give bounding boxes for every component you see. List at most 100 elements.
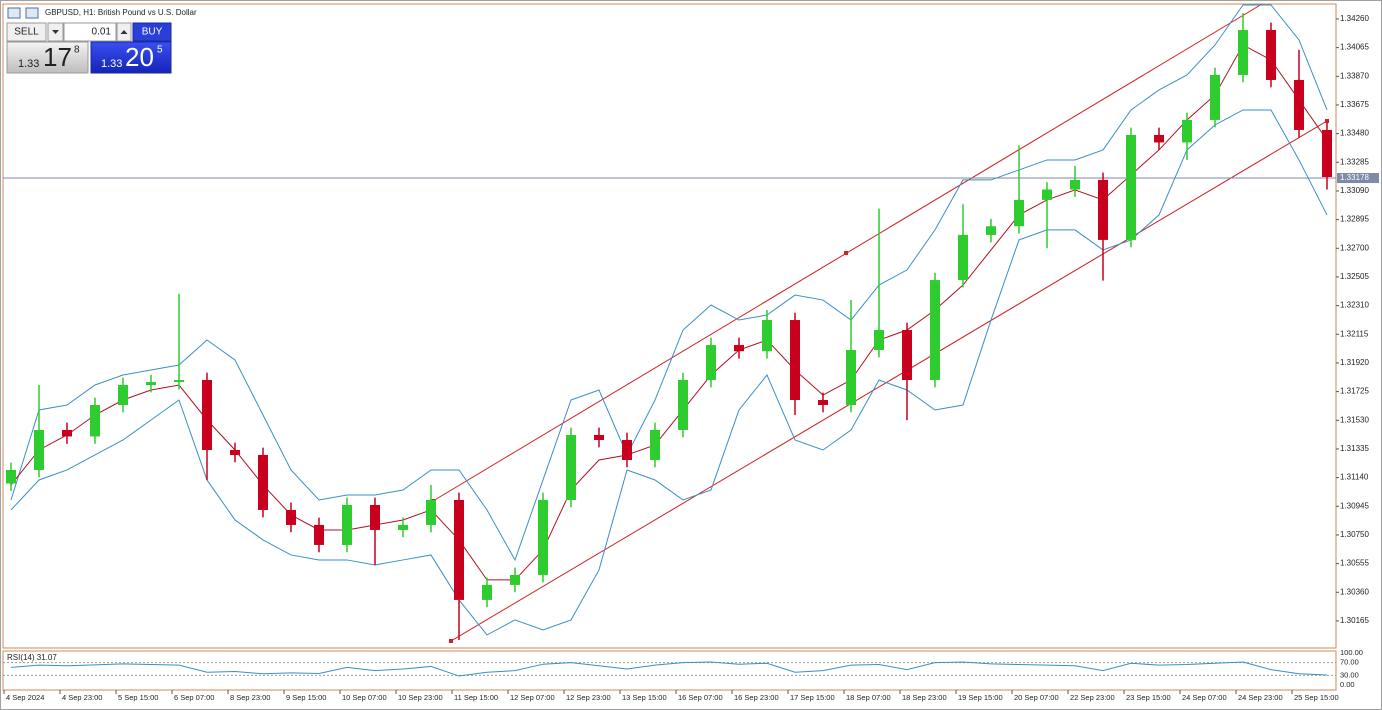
x-tick-label: 12 Sep 07:00 <box>510 693 555 702</box>
lot-input[interactable] <box>63 22 117 42</box>
x-tick-label: 6 Sep 07:00 <box>174 693 214 702</box>
bid-box[interactable] <box>6 41 89 74</box>
x-tick-label: 20 Sep 07:00 <box>1014 693 1059 702</box>
y-tick-label: 1.32895 <box>1340 215 1369 224</box>
ask-sup: 5 <box>157 45 163 56</box>
bid-sup: 8 <box>74 45 80 56</box>
y-tick-label: 1.33090 <box>1340 186 1369 195</box>
candle-body <box>790 320 800 401</box>
candle-body <box>202 380 212 450</box>
channel-handle[interactable] <box>1325 119 1329 123</box>
x-tick-label: 9 Sep 15:00 <box>286 693 326 702</box>
y-tick-label: 1.32310 <box>1340 301 1369 310</box>
symbol-bar: GBPUSD, H1: British Pound vs U.S. Dollar <box>7 7 197 19</box>
current-price-tag <box>1337 173 1379 184</box>
candle-body <box>510 574 520 585</box>
x-tick-label: 22 Sep 23:00 <box>1070 693 1115 702</box>
x-tick-label: 16 Sep 23:00 <box>734 693 779 702</box>
candle-body <box>650 429 660 460</box>
y-tick-label: 1.32700 <box>1340 243 1369 252</box>
y-tick-label: 1.33285 <box>1340 157 1369 166</box>
lot-value: 0.01 <box>92 27 112 38</box>
bid-main: 17 <box>43 42 72 72</box>
main-panel <box>2 3 1337 649</box>
buy-label: BUY <box>142 27 163 38</box>
x-tick-label: 23 Sep 15:00 <box>1126 693 1171 702</box>
candle-body <box>1182 119 1192 143</box>
x-tick-label: 4 Sep 2024 <box>6 693 44 702</box>
plot-layer: 1.342601.340651.338701.336751.334801.332… <box>3 4 1379 702</box>
x-tick-label: 18 Sep 23:00 <box>902 693 947 702</box>
candle-body <box>230 449 240 455</box>
x-tick-label: 5 Sep 15:00 <box>118 693 158 702</box>
x-tick-label: 4 Sep 23:00 <box>62 693 102 702</box>
ask-box[interactable] <box>90 41 172 74</box>
x-tick-label: 13 Sep 15:00 <box>622 693 667 702</box>
rsi-title: RSI(14) 31.07 <box>7 653 57 662</box>
candle-body <box>174 380 184 383</box>
channel-handle[interactable] <box>449 639 453 643</box>
y-tick-label: 1.31140 <box>1340 473 1369 482</box>
candle-body <box>538 499 548 575</box>
x-tick-label: 24 Sep 07:00 <box>1182 693 1227 702</box>
candle-body <box>594 434 604 440</box>
candle-body <box>1238 29 1248 75</box>
candle-body <box>482 584 492 600</box>
candle-body <box>426 499 436 525</box>
x-tick-label: 19 Sep 15:00 <box>958 693 1003 702</box>
candle-body <box>734 345 744 352</box>
x-tick-label: 16 Sep 07:00 <box>678 693 723 702</box>
x-tick-label: 11 Sep 15:00 <box>454 693 498 702</box>
candle-body <box>930 280 940 381</box>
candle-body <box>846 350 856 406</box>
candle-body <box>1294 79 1304 130</box>
up-arrow <box>120 30 128 34</box>
y-tick-label: 70.00 <box>1340 658 1359 667</box>
y-tick-label: 100.00 <box>1340 648 1363 657</box>
candle-body <box>1322 129 1332 177</box>
candle-body <box>1154 134 1164 143</box>
indicator-line <box>10 4 1328 562</box>
y-tick-label: 1.32115 <box>1340 329 1369 338</box>
candle-body <box>958 234 968 281</box>
channel-lower <box>450 120 1328 642</box>
chart-icon[interactable] <box>25 7 39 19</box>
candle-body <box>34 429 44 470</box>
buy-button[interactable] <box>132 22 172 42</box>
candle-body <box>6 469 16 484</box>
candle-body <box>146 382 156 386</box>
sell-button[interactable] <box>6 22 47 42</box>
candle-body <box>874 330 884 351</box>
channel-handle[interactable] <box>844 251 848 255</box>
candle-body <box>1210 74 1220 120</box>
candle-body <box>258 454 268 510</box>
x-tick-label: 10 Sep 23:00 <box>398 693 443 702</box>
x-tick-label: 8 Sep 23:00 <box>230 693 270 702</box>
x-tick-label: 18 Sep 07:00 <box>846 693 891 702</box>
candle-body <box>342 504 352 545</box>
candle-body <box>566 434 576 500</box>
candle-body <box>118 385 128 406</box>
y-tick-label: 1.31725 <box>1340 387 1369 396</box>
x-tick-label: 17 Sep 15:00 <box>790 693 835 702</box>
menu-icon[interactable] <box>7 7 21 19</box>
candle-body <box>986 226 996 235</box>
y-tick-label: 1.33480 <box>1340 129 1369 138</box>
y-tick-label: 1.30165 <box>1340 616 1369 625</box>
candle-body <box>1098 179 1108 240</box>
y-tick-label: 1.31530 <box>1340 415 1369 424</box>
candle-body <box>1042 189 1052 200</box>
y-tick-label: 30.00 <box>1340 670 1359 679</box>
y-tick-label: 1.30555 <box>1340 559 1369 568</box>
down-arrow <box>52 30 59 34</box>
candle-body <box>622 439 632 460</box>
candle-body <box>286 509 296 525</box>
y-tick-label: 1.33675 <box>1340 100 1369 109</box>
candle-body <box>762 320 772 352</box>
indicator-line <box>10 109 1328 636</box>
y-tick-label: 1.33870 <box>1340 71 1369 80</box>
y-tick-label: 1.32505 <box>1340 272 1369 281</box>
candle-body <box>1014 199 1024 227</box>
